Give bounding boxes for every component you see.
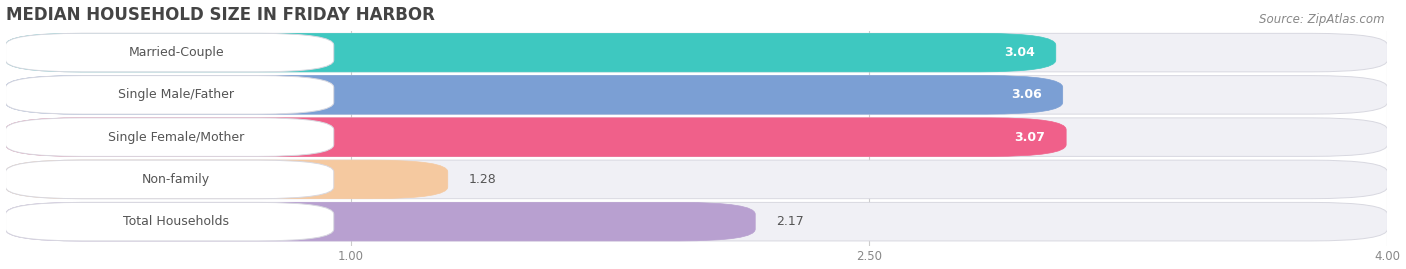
Text: 3.04: 3.04 xyxy=(1004,46,1035,59)
FancyBboxPatch shape xyxy=(6,76,333,114)
Text: 3.06: 3.06 xyxy=(1011,89,1042,101)
Text: 3.07: 3.07 xyxy=(1015,131,1046,144)
Text: 1.28: 1.28 xyxy=(468,173,496,186)
FancyBboxPatch shape xyxy=(6,160,333,199)
Text: Non-family: Non-family xyxy=(142,173,211,186)
Text: MEDIAN HOUSEHOLD SIZE IN FRIDAY HARBOR: MEDIAN HOUSEHOLD SIZE IN FRIDAY HARBOR xyxy=(6,6,434,24)
Text: Married-Couple: Married-Couple xyxy=(128,46,224,59)
FancyBboxPatch shape xyxy=(6,118,1388,156)
FancyBboxPatch shape xyxy=(6,202,755,241)
FancyBboxPatch shape xyxy=(6,76,1063,114)
FancyBboxPatch shape xyxy=(6,33,333,72)
Text: 2.17: 2.17 xyxy=(776,215,804,228)
Text: Single Male/Father: Single Male/Father xyxy=(118,89,235,101)
FancyBboxPatch shape xyxy=(6,76,1388,114)
Text: Total Households: Total Households xyxy=(124,215,229,228)
FancyBboxPatch shape xyxy=(6,118,333,156)
Text: Source: ZipAtlas.com: Source: ZipAtlas.com xyxy=(1260,13,1385,26)
FancyBboxPatch shape xyxy=(6,160,447,199)
FancyBboxPatch shape xyxy=(6,33,1056,72)
FancyBboxPatch shape xyxy=(6,33,1388,72)
FancyBboxPatch shape xyxy=(6,118,1066,156)
FancyBboxPatch shape xyxy=(6,160,1388,199)
Text: Single Female/Mother: Single Female/Mother xyxy=(108,131,245,144)
FancyBboxPatch shape xyxy=(6,202,1388,241)
FancyBboxPatch shape xyxy=(6,202,333,241)
